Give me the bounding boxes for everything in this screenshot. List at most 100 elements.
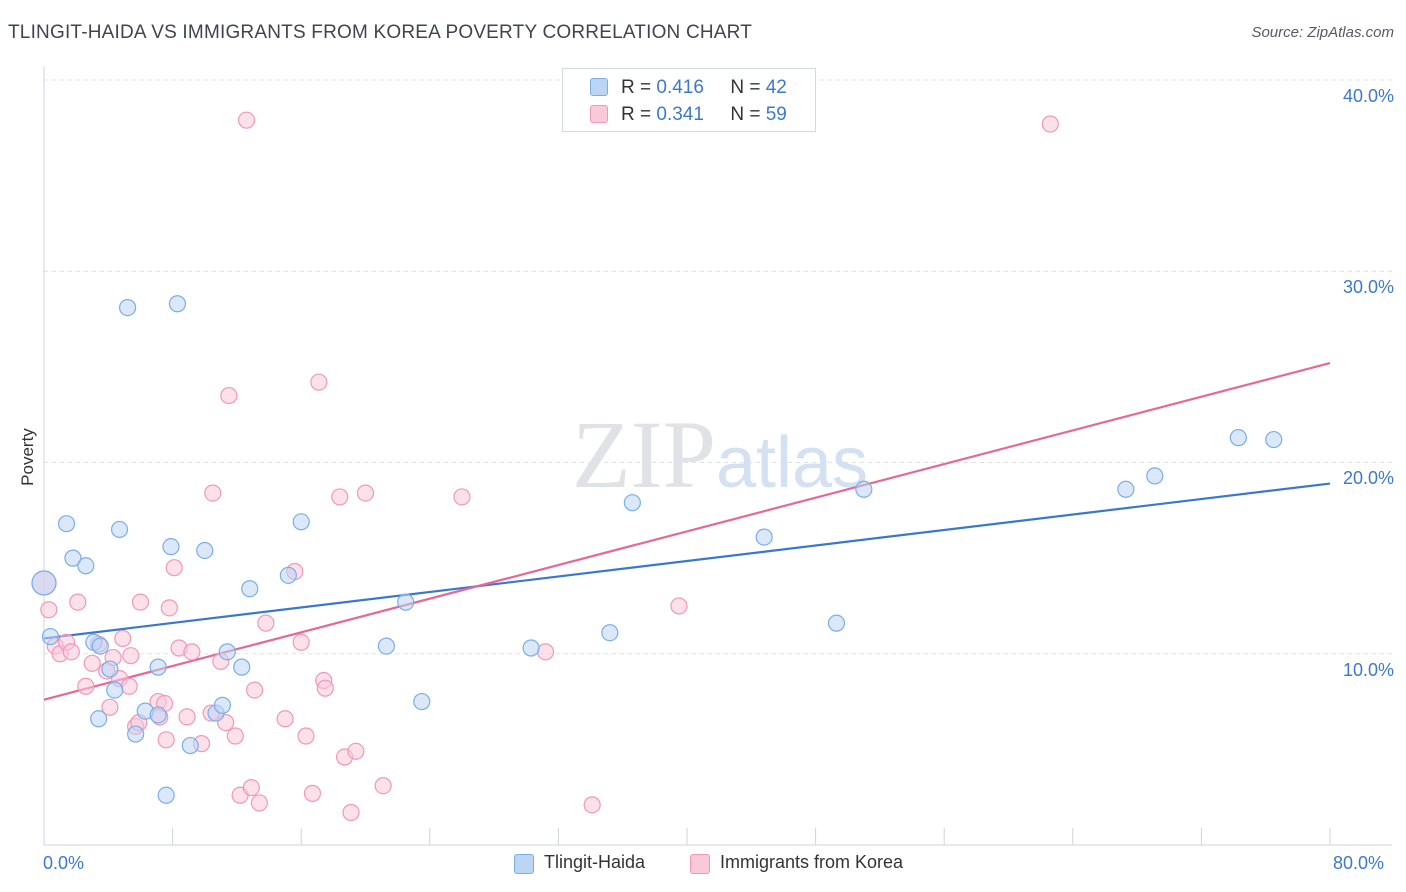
point-series0-29 [397,593,415,611]
point-series0-3 [64,549,82,567]
trend-line-1 [43,361,1331,701]
point-series1-47 [310,373,328,391]
point-series0-11 [118,298,137,317]
point-series0-27 [292,513,310,531]
y-axis-label: Poverty [18,428,37,486]
point-series1-31 [204,484,222,502]
point-series1-60 [1041,115,1059,133]
legend-label-tlingit-haida: Tlingit-Haida [544,852,646,872]
point-series0-1 [41,627,60,646]
point-series0-0 [31,570,57,596]
x-tick-label-min: 0.0% [43,853,85,873]
point-series1-28 [183,643,201,661]
point-series0-40 [1265,430,1283,449]
point-series1-8 [83,654,101,672]
point-series1-25 [165,559,183,577]
point-series0-19 [181,736,199,755]
point-series1-59 [670,597,688,615]
point-series0-22 [213,696,232,714]
point-series0-14 [149,706,167,724]
point-series0-15 [149,658,167,676]
point-series0-37 [1117,480,1135,498]
point-series0-7 [91,637,109,655]
point-series1-58 [583,796,601,814]
chart-source: Source: ZipAtlas.com [1251,24,1394,41]
point-series1-53 [347,742,365,760]
point-series1-24 [160,599,178,617]
point-series1-52 [342,803,360,822]
point-series1-44 [292,633,310,651]
trend-lines [43,361,1331,701]
r-value-korea: 0.341 [656,104,704,125]
point-series0-30 [413,692,431,711]
point-series0-17 [162,538,180,556]
point-series0-35 [827,614,846,632]
r-label: R = [621,104,652,125]
point-series1-41 [257,614,275,632]
legend-swatch-blue-icon [590,78,608,96]
point-series0-24 [233,658,251,676]
point-series0-31 [522,639,540,657]
point-series0-10 [110,520,129,539]
point-series0-36 [855,480,873,498]
legend-swatch-pink-icon [690,854,710,874]
r-label: R = [621,77,652,98]
legend-swatch-blue-icon [514,854,534,874]
point-series0-16 [157,786,175,804]
point-series0-6 [90,710,108,728]
point-series0-32 [601,624,619,642]
axes [43,66,1392,846]
point-series0-18 [168,295,187,313]
stats-legend: R = 0.416 N = 42 R = 0.341 N = 59 [562,68,816,132]
point-series1-45 [297,727,315,745]
point-series0-20 [196,541,214,560]
point-series0-25 [241,580,259,598]
n-label: N = [730,77,761,98]
point-series1-14 [114,629,132,648]
grid-lines [44,79,1392,655]
y-tick-label-10: 10.0% [1342,660,1394,680]
point-series1-5 [62,643,80,661]
y-tick-label-20: 20.0% [1342,468,1394,488]
point-series1-35 [226,727,244,745]
point-series1-37 [237,111,256,129]
point-series1-56 [453,488,471,506]
r-value-tlingit-haida: 0.416 [656,77,704,98]
point-series1-57 [536,643,555,661]
point-series0-8 [101,660,119,678]
point-series0-4 [77,557,95,575]
point-series1-7 [77,677,95,695]
point-series0-34 [755,528,773,546]
legend-swatch-pink-icon [590,105,608,123]
point-series1-46 [303,784,322,802]
data-points [31,111,1283,822]
y-tick-label-30: 30.0% [1342,277,1394,297]
point-series0-38 [1146,467,1164,485]
point-series0-39 [1229,429,1247,447]
point-series1-6 [69,593,87,611]
point-series1-42 [276,710,294,728]
point-series1-16 [122,647,140,665]
point-series0-33 [623,494,641,512]
point-series1-34 [220,386,238,405]
point-series1-15 [120,677,138,695]
point-series1-19 [131,593,150,611]
legend-label-korea: Immigrants from Korea [720,852,904,872]
point-series0-12 [127,725,145,743]
point-series1-11 [101,698,119,716]
point-series1-39 [245,681,264,699]
point-series1-1 [40,601,58,619]
point-series1-49 [316,679,334,697]
n-value-korea: 59 [765,104,787,125]
point-series1-27 [178,708,196,726]
watermark: ZIPatlas [572,401,868,508]
watermark-zip: ZIP [572,401,716,508]
point-series1-23 [157,731,175,749]
trend-line-0 [43,482,1331,640]
point-series0-9 [106,681,124,699]
n-value-tlingit-haida: 42 [765,77,787,98]
point-series0-26 [279,566,297,584]
point-series1-38 [242,779,260,797]
n-label: N = [730,104,761,125]
